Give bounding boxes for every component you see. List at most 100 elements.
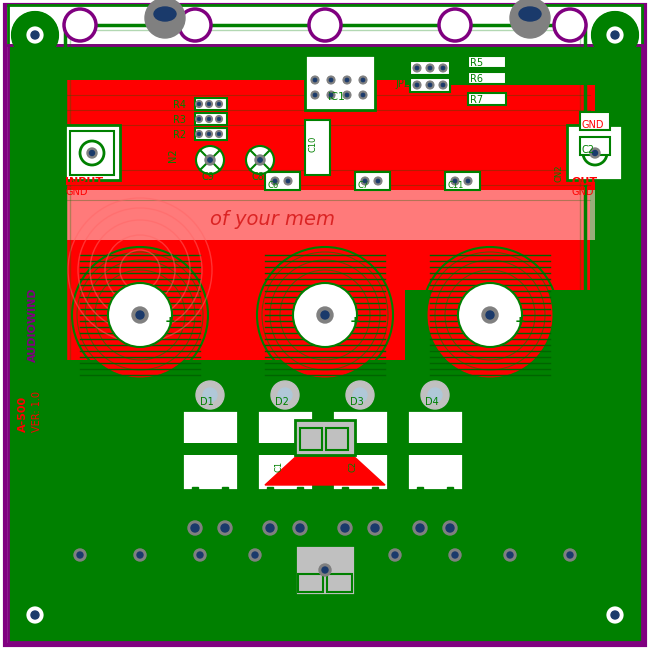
Circle shape xyxy=(217,117,221,121)
Circle shape xyxy=(452,552,458,558)
Circle shape xyxy=(453,179,457,183)
Bar xyxy=(567,125,622,180)
Text: C11: C11 xyxy=(447,181,463,190)
Circle shape xyxy=(293,521,307,535)
Text: R7: R7 xyxy=(470,95,483,105)
Bar xyxy=(410,78,450,92)
Bar xyxy=(257,443,313,455)
Circle shape xyxy=(252,552,258,558)
Text: +: + xyxy=(165,315,176,328)
Circle shape xyxy=(368,521,382,535)
Circle shape xyxy=(421,381,449,409)
Circle shape xyxy=(271,177,279,185)
Bar xyxy=(468,72,506,84)
Bar xyxy=(182,443,238,455)
Circle shape xyxy=(376,179,380,183)
Wedge shape xyxy=(606,26,637,57)
Circle shape xyxy=(137,552,143,558)
Circle shape xyxy=(311,91,319,99)
Circle shape xyxy=(90,151,94,155)
Circle shape xyxy=(221,524,229,532)
Bar xyxy=(65,190,595,240)
Circle shape xyxy=(317,307,333,323)
Circle shape xyxy=(464,177,472,185)
Circle shape xyxy=(257,157,263,162)
Bar xyxy=(297,487,303,525)
Circle shape xyxy=(77,552,83,558)
Text: IC1: IC1 xyxy=(328,92,346,102)
Circle shape xyxy=(428,253,552,377)
Circle shape xyxy=(466,179,470,183)
Circle shape xyxy=(486,311,494,319)
Text: JP2: JP2 xyxy=(395,79,410,89)
Text: +: + xyxy=(515,315,526,328)
Bar xyxy=(182,410,238,490)
Text: C7: C7 xyxy=(357,181,369,190)
Circle shape xyxy=(371,524,379,532)
Circle shape xyxy=(246,146,274,174)
Circle shape xyxy=(611,611,619,619)
Circle shape xyxy=(413,81,421,89)
Wedge shape xyxy=(606,593,637,624)
Circle shape xyxy=(284,177,292,185)
Text: C10: C10 xyxy=(309,136,318,152)
Bar xyxy=(468,93,506,105)
Circle shape xyxy=(353,388,367,402)
Circle shape xyxy=(363,179,367,183)
Circle shape xyxy=(593,13,637,57)
Wedge shape xyxy=(26,13,57,44)
Text: INPUT: INPUT xyxy=(65,177,103,187)
Bar xyxy=(445,172,480,190)
Circle shape xyxy=(217,132,221,136)
Circle shape xyxy=(108,283,172,347)
Text: GND: GND xyxy=(582,120,604,130)
Circle shape xyxy=(590,148,600,158)
Text: D2: D2 xyxy=(275,397,289,407)
Bar xyxy=(70,30,580,580)
Circle shape xyxy=(443,521,457,535)
Circle shape xyxy=(345,93,349,97)
Circle shape xyxy=(216,116,222,122)
Bar xyxy=(332,443,388,455)
Circle shape xyxy=(343,76,351,84)
Circle shape xyxy=(266,524,274,532)
Text: JP1: JP1 xyxy=(395,62,410,72)
Circle shape xyxy=(439,9,471,41)
Text: GND: GND xyxy=(572,187,595,197)
Circle shape xyxy=(31,31,39,39)
Bar xyxy=(195,98,227,110)
Bar xyxy=(65,80,405,360)
Circle shape xyxy=(567,552,573,558)
Circle shape xyxy=(327,76,335,84)
Circle shape xyxy=(392,552,398,558)
Circle shape xyxy=(207,117,211,121)
Bar xyxy=(65,125,120,180)
Text: A-500: A-500 xyxy=(18,396,28,432)
Circle shape xyxy=(313,78,317,82)
Circle shape xyxy=(451,177,459,185)
Circle shape xyxy=(263,521,277,535)
Circle shape xyxy=(510,0,550,38)
Circle shape xyxy=(361,93,365,97)
Circle shape xyxy=(197,552,203,558)
Circle shape xyxy=(441,83,445,87)
Circle shape xyxy=(428,388,442,402)
Circle shape xyxy=(293,283,357,347)
Bar xyxy=(300,428,322,450)
Bar xyxy=(195,113,227,125)
Circle shape xyxy=(441,66,445,70)
Circle shape xyxy=(271,381,299,409)
Circle shape xyxy=(25,25,45,45)
Circle shape xyxy=(611,31,619,39)
Circle shape xyxy=(329,93,333,97)
Circle shape xyxy=(194,549,206,561)
Text: C2: C2 xyxy=(582,145,595,155)
Text: AUDIOWIND: AUDIOWIND xyxy=(28,287,38,362)
Bar xyxy=(372,487,378,525)
Circle shape xyxy=(426,81,434,89)
Circle shape xyxy=(439,64,447,72)
Bar xyxy=(342,487,348,525)
Circle shape xyxy=(319,564,331,576)
Circle shape xyxy=(191,524,199,532)
Bar xyxy=(295,420,355,455)
